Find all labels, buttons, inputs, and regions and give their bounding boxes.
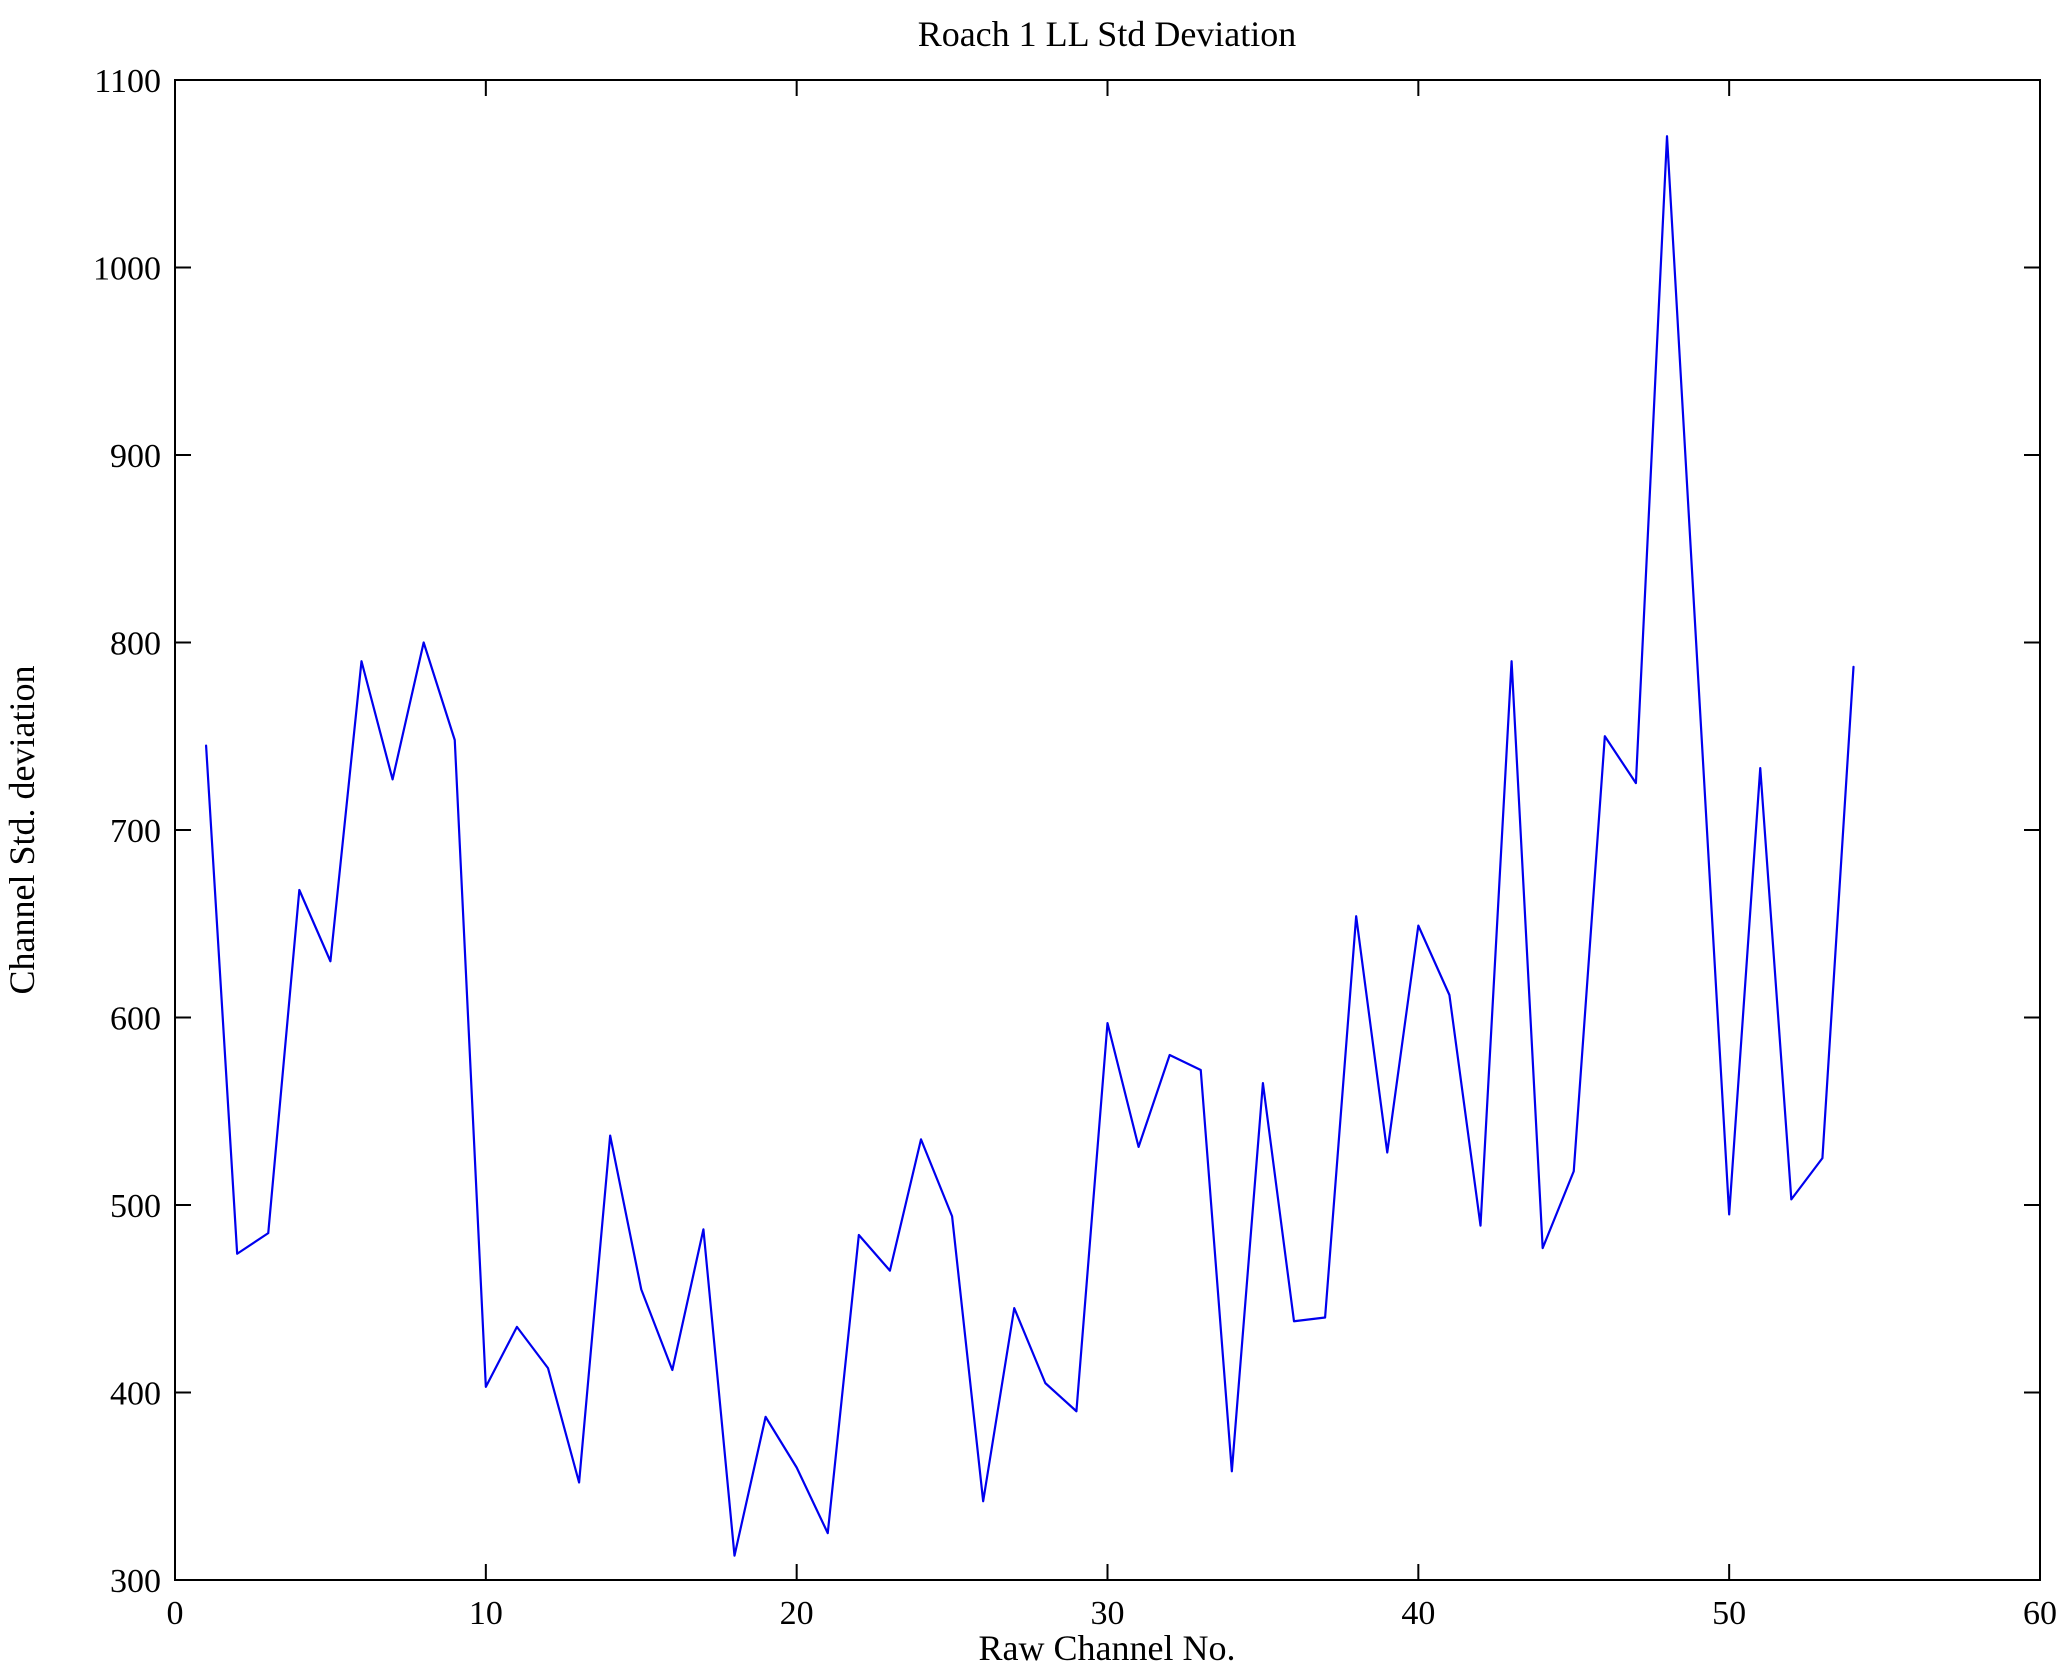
y-tick-label: 800	[110, 626, 161, 663]
y-tick-label: 700	[110, 813, 161, 850]
data-series-line	[204, 135, 1855, 1557]
x-tick-label: 20	[780, 1595, 814, 1632]
x-axis-label: Raw Channel No.	[979, 1628, 1236, 1668]
y-tick-label: 1100	[94, 63, 161, 100]
x-tick-label: 10	[469, 1595, 503, 1632]
x-tick-label: 50	[1712, 1595, 1746, 1632]
y-tick-label: 600	[110, 1001, 161, 1038]
x-tick-label: 60	[2023, 1595, 2057, 1632]
y-tick-label: 500	[110, 1188, 161, 1225]
y-tick-label: 400	[110, 1376, 161, 1413]
y-axis-label: Channel Std. deviation	[2, 666, 42, 995]
x-tick-label: 40	[1401, 1595, 1435, 1632]
chart-title: Roach 1 LL Std Deviation	[918, 14, 1297, 54]
axes-box	[174, 79, 2041, 1581]
y-tick-label: 1000	[93, 251, 161, 288]
y-tick-label: 300	[110, 1563, 161, 1600]
x-tick-label: 0	[167, 1595, 184, 1632]
plot-area: 0 10 20 30 40 50 60 300 400 500 600 700 800 900 1000 11…	[93, 63, 2057, 1632]
y-tick-label: 900	[110, 438, 161, 475]
x-tick-label: 30	[1091, 1595, 1125, 1632]
